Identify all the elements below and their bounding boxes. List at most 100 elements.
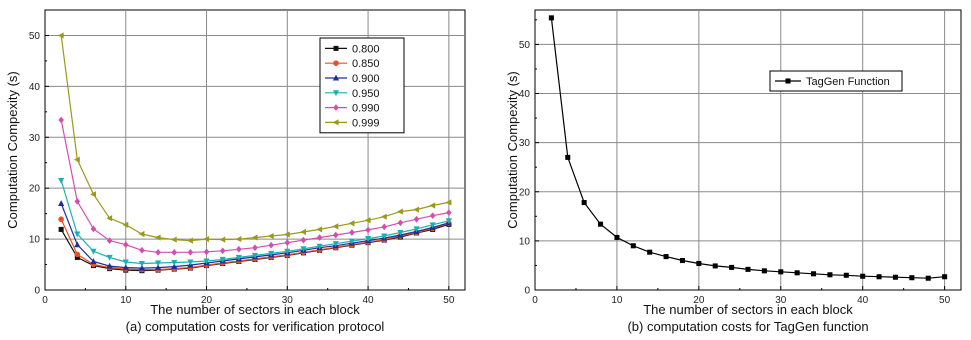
- data-point: [154, 260, 162, 267]
- data-point: [90, 248, 97, 255]
- series-0-990-a: [58, 116, 452, 256]
- data-point: [90, 225, 97, 233]
- data-point: [565, 154, 571, 160]
- x-axis-label-b: The number of sectors in each block: [643, 302, 853, 317]
- x-tick-label: 40: [857, 295, 869, 306]
- y-tick-label: 20: [29, 184, 41, 195]
- data-point: [348, 238, 356, 245]
- ticks-b: 0 10 20 30 40 50 0 10 20 30 40 50: [519, 19, 951, 306]
- y-tick-label: 50: [519, 40, 531, 51]
- x-tick-label: 0: [532, 295, 538, 306]
- x-axis-label-a: The number of sectors in each block: [150, 302, 360, 317]
- y-tick-label: 0: [524, 286, 530, 297]
- data-point: [381, 233, 388, 240]
- x-tick-label: 40: [363, 295, 375, 306]
- data-point: [630, 243, 636, 249]
- y-tick-label: 20: [519, 187, 531, 198]
- x-tick-label: 0: [42, 295, 48, 306]
- data-point: [138, 261, 146, 267]
- data-point: [316, 226, 323, 233]
- legend-swatch-marker: [332, 119, 339, 126]
- legend-box: [769, 70, 903, 92]
- data-point: [860, 273, 866, 279]
- y-tick-label: 10: [519, 236, 531, 247]
- data-point: [548, 15, 554, 21]
- data-point: [74, 198, 81, 205]
- data-point: [647, 249, 653, 255]
- x-tick-label: 10: [120, 295, 132, 306]
- data-point: [380, 213, 387, 220]
- data-point: [446, 209, 452, 216]
- data-point: [892, 274, 898, 280]
- data-point: [90, 191, 96, 198]
- data-point: [598, 221, 604, 227]
- legend-label: 0.999: [352, 117, 380, 129]
- data-point: [429, 222, 436, 229]
- data-point: [397, 219, 404, 227]
- data-point: [827, 272, 833, 278]
- data-point: [73, 156, 80, 163]
- data-point: [235, 236, 242, 243]
- data-point: [155, 248, 161, 256]
- data-point: [203, 258, 210, 265]
- data-point: [138, 230, 145, 238]
- ticks-a: 0 10 20 30 40 50 0 10 20 30 40 50: [29, 31, 455, 306]
- data-point: [58, 200, 65, 206]
- data-point: [364, 217, 371, 224]
- legend-swatch-marker: [333, 104, 339, 111]
- data-point: [171, 263, 178, 270]
- data-point: [413, 215, 420, 223]
- legend-swatch-marker: [333, 60, 339, 66]
- legend-swatch-marker: [333, 45, 339, 51]
- legend-a: 0.800 0.850 0.900 0.950 0.990 0.999: [319, 37, 405, 134]
- data-point: [811, 271, 817, 277]
- data-point: [679, 258, 685, 264]
- data-point: [348, 220, 355, 227]
- data-point: [745, 266, 751, 272]
- data-point: [413, 206, 420, 213]
- data-point: [252, 244, 258, 252]
- data-point: [219, 236, 226, 243]
- data-point: [663, 254, 669, 260]
- data-point: [203, 248, 210, 256]
- data-point: [268, 250, 275, 257]
- grid-b: [535, 10, 961, 290]
- data-point: [729, 264, 735, 270]
- legend-label: 0.900: [352, 73, 380, 85]
- data-point: [349, 229, 355, 236]
- legend-box: [319, 37, 405, 134]
- y-tick-label: 40: [29, 82, 41, 93]
- data-point: [122, 241, 129, 249]
- y-axis-label-a: Computation Compexity (s): [5, 71, 20, 229]
- data-point: [138, 264, 146, 271]
- data-point: [219, 256, 226, 263]
- data-point: [251, 252, 259, 259]
- series-taggen-function-b: [548, 15, 948, 281]
- data-point: [316, 243, 323, 250]
- series-0-950-a: [58, 178, 452, 267]
- y-axis-label-b: Computation Compexity (s): [505, 71, 520, 229]
- data-point: [581, 200, 587, 206]
- data-point: [364, 236, 372, 242]
- legend-b: TagGen Function: [769, 70, 903, 92]
- data-point: [187, 259, 194, 266]
- data-point: [171, 259, 178, 266]
- data-point: [122, 221, 129, 228]
- data-point: [712, 263, 718, 269]
- x-tick-label: 30: [775, 295, 787, 306]
- x-tick-label: 10: [611, 295, 623, 306]
- data-point: [122, 264, 129, 271]
- data-point: [332, 223, 339, 230]
- data-point: [909, 275, 915, 281]
- data-point: [445, 218, 452, 225]
- data-point: [284, 248, 291, 255]
- data-point: [614, 234, 620, 240]
- data-point: [843, 272, 849, 278]
- legend-label: 0.800: [352, 43, 380, 55]
- data-point: [332, 231, 339, 239]
- series-group-b: [548, 15, 948, 281]
- data-point: [74, 251, 81, 258]
- data-point: [761, 268, 767, 274]
- series-0-999-a: [57, 32, 452, 244]
